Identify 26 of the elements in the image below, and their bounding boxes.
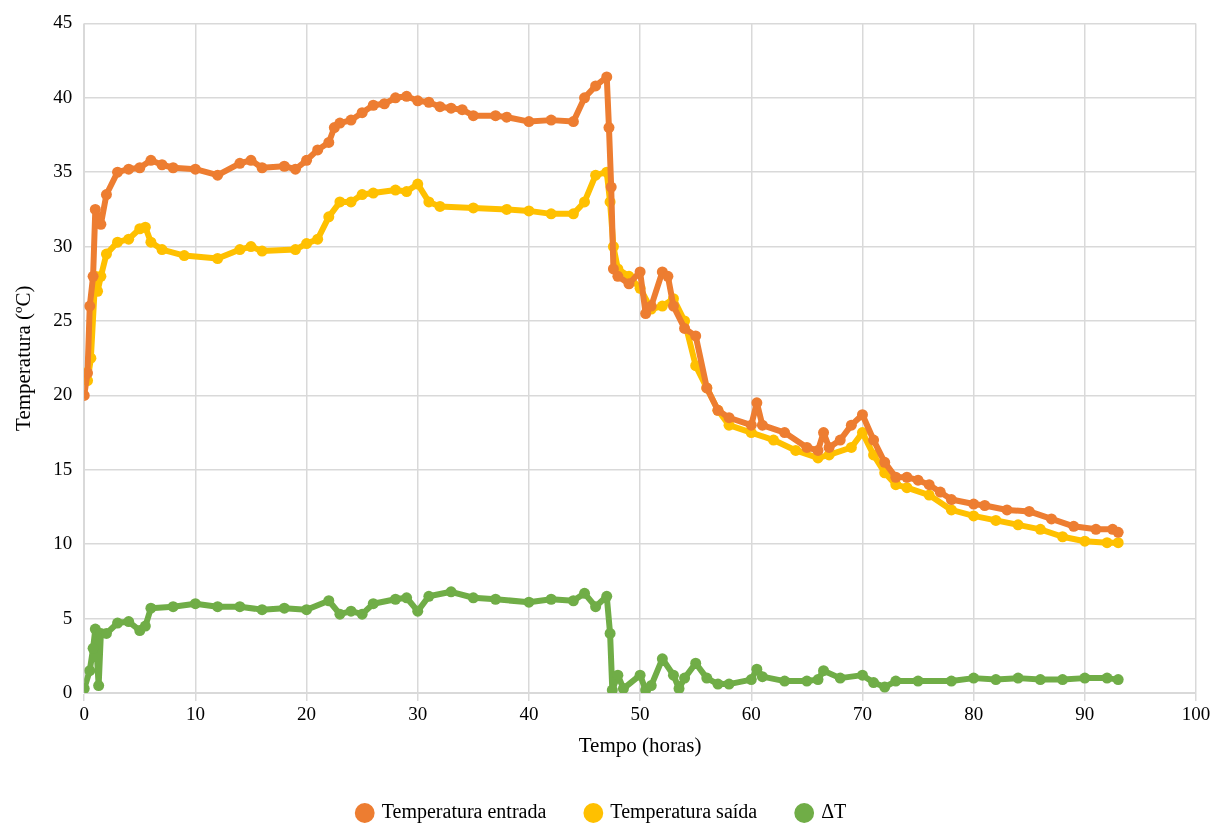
- y-tick-label: 20: [53, 383, 73, 405]
- x-tick-label: 60: [741, 703, 761, 725]
- x-axis-title: Tempo (horas): [578, 732, 702, 757]
- y-tick-label: 35: [53, 160, 73, 182]
- x-tick-label: 10: [185, 703, 205, 725]
- y-tick-label: 0: [62, 680, 73, 702]
- x-tick-label: 50: [630, 703, 650, 725]
- y-tick-label: 45: [53, 11, 73, 33]
- y-tick-label: 30: [53, 234, 73, 256]
- y-tick-label: 40: [53, 85, 73, 107]
- y-tick-label: 15: [53, 457, 73, 479]
- x-tick-label: 80: [964, 703, 984, 725]
- y-tick-label: 25: [53, 308, 73, 330]
- x-tick-label: 0: [79, 703, 89, 725]
- y-axis-title: Temperatura (ºC): [11, 285, 36, 431]
- y-tick-label: 5: [62, 606, 73, 628]
- x-tick-label: 70: [852, 703, 872, 725]
- legend-label: Temperatura saída: [610, 800, 758, 824]
- legend-label: ΔT: [821, 800, 847, 823]
- x-tick-label: 40: [519, 703, 539, 725]
- legend-label: Temperatura entrada: [381, 800, 547, 824]
- x-tick-label: 20: [297, 703, 317, 725]
- x-tick-label: 90: [1075, 703, 1095, 725]
- y-tick-label: 10: [53, 532, 73, 554]
- x-tick-label: 30: [408, 703, 428, 725]
- x-tick-label: 100: [1181, 703, 1211, 725]
